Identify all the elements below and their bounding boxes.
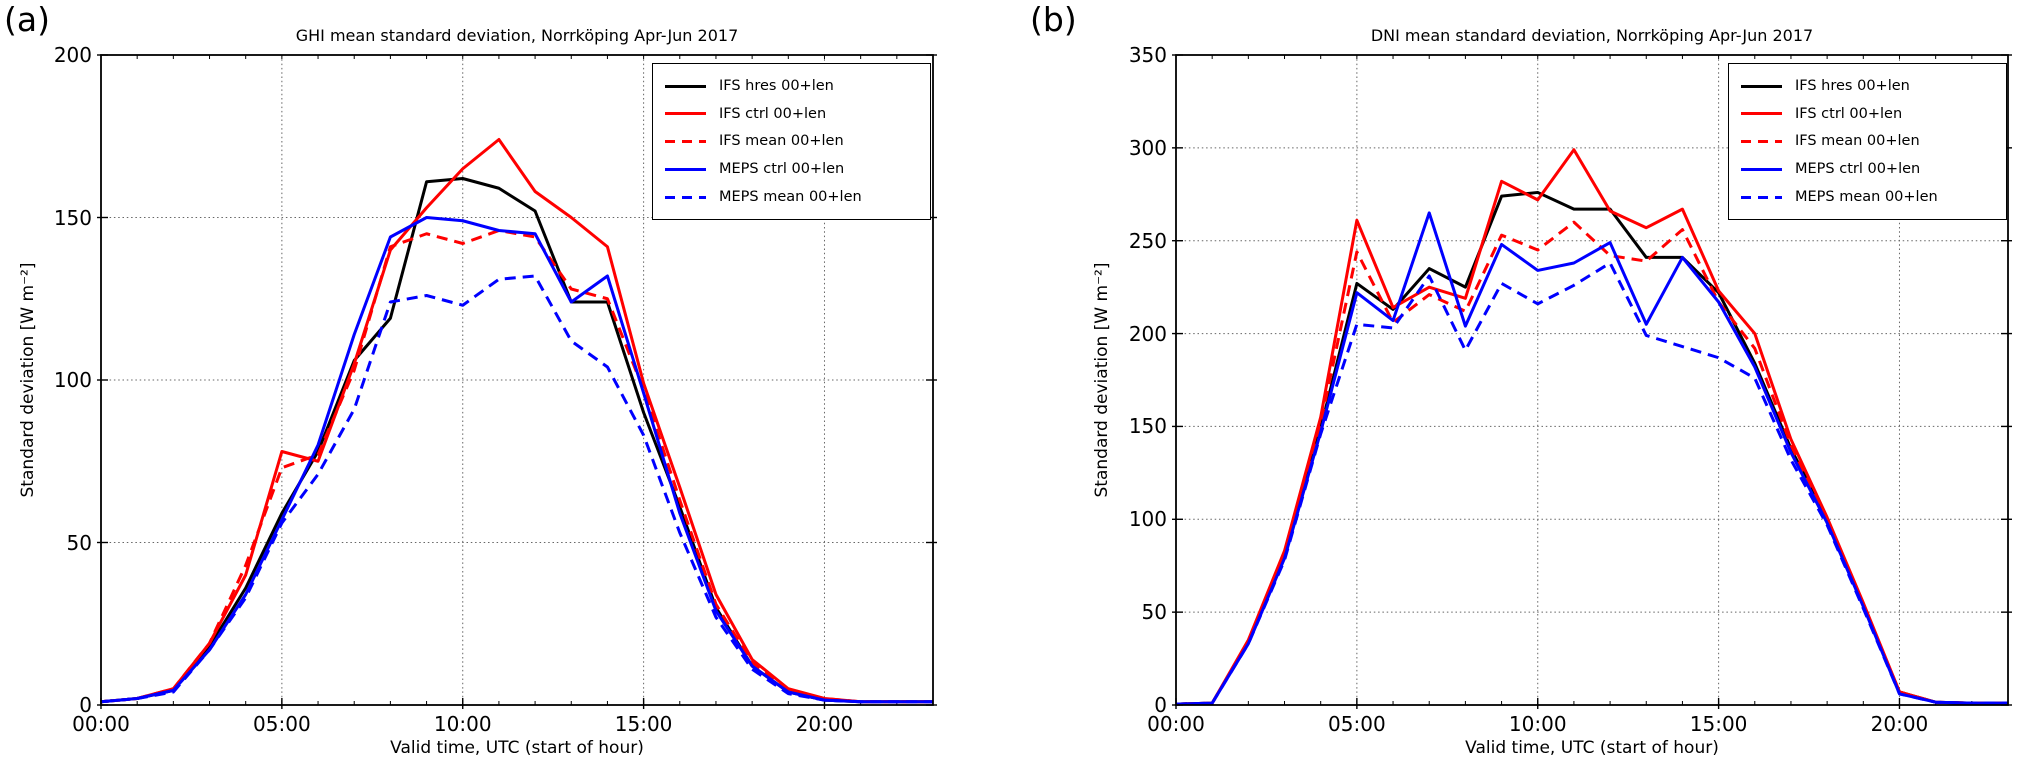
series-line-ifs-mean-00-len xyxy=(100,229,933,704)
axes-frame xyxy=(1175,54,2009,706)
series-line-ifs-ctrl-00-len xyxy=(100,138,933,704)
legend-label: IFS ctrl 00+len xyxy=(1795,105,1903,122)
legend-line-sample xyxy=(665,140,706,143)
x-tick-label: 20:00 xyxy=(1870,712,1929,736)
y-tick-label: 200 xyxy=(1128,321,1167,346)
y-tick-label: 350 xyxy=(1128,43,1167,67)
series-line-meps-mean-00-len xyxy=(1175,261,2008,706)
series-line-ifs-hres-00-len xyxy=(1175,190,2008,706)
legend-label: IFS hres 00+len xyxy=(719,77,834,94)
legend-item-ifs-ctrl-00-len: IFS ctrl 00+len xyxy=(665,103,918,125)
series-line-ifs-mean-00-len xyxy=(1175,220,2008,706)
y-tick-label: 0 xyxy=(79,693,92,717)
legend-item-ifs-ctrl-00-len: IFS ctrl 00+len xyxy=(1741,103,1994,125)
legend-item-ifs-mean-00-len: IFS mean 00+len xyxy=(665,131,918,153)
y-tick-label: 150 xyxy=(53,205,92,230)
axes-frame xyxy=(100,54,934,706)
series-line-meps-ctrl-00-len xyxy=(1175,211,2008,706)
legend-item-ifs-mean-00-len: IFS mean 00+len xyxy=(1741,131,1994,153)
legend-label: IFS ctrl 00+len xyxy=(719,105,827,122)
x-tick-label: 15:00 xyxy=(1689,712,1748,736)
legend-line-sample xyxy=(1741,140,1782,143)
x-tick-label: 05:00 xyxy=(1328,712,1386,736)
y-tick-label: 250 xyxy=(1128,228,1167,253)
x-tick-label: 00:00 xyxy=(1147,712,1205,736)
legend-line-sample xyxy=(665,84,706,88)
chart-b-legend: IFS hres 00+len IFS ctrl 00+len IFS mean 0… xyxy=(1728,63,2007,220)
y-tick-label: 50 xyxy=(66,530,92,555)
legend-item-meps-ctrl-00-len: MEPS ctrl 00+len xyxy=(665,158,918,180)
chart-b-xaxis-label: Valid time, UTC (start of hour) xyxy=(1465,738,1719,758)
legend-item-meps-mean-00-len: MEPS mean 00+len xyxy=(665,186,918,208)
series-line-meps-mean-00-len xyxy=(100,274,933,704)
x-tick-label: 00:00 xyxy=(72,712,130,736)
legend-item-ifs-hres-00-len: IFS hres 00+len xyxy=(665,75,918,97)
x-tick-label: 05:00 xyxy=(253,712,311,736)
legend-line-sample xyxy=(665,195,706,199)
legend-line-sample xyxy=(665,112,706,116)
legend-line-sample xyxy=(1741,112,1782,116)
legend-line-sample xyxy=(1741,167,1782,171)
y-tick-label: 100 xyxy=(1128,507,1167,532)
legend-item-ifs-hres-00-len: IFS hres 00+len xyxy=(1741,75,1994,97)
legend-item-meps-mean-00-len: MEPS mean 00+len xyxy=(1741,186,1994,208)
legend-line-sample xyxy=(1741,195,1782,199)
y-tick-label: 300 xyxy=(1128,135,1167,160)
legend-line-sample xyxy=(665,167,706,171)
legend-item-meps-ctrl-00-len: MEPS ctrl 00+len xyxy=(1741,158,1994,180)
chart-b-title: DNI mean standard deviation, Norrköping … xyxy=(1370,26,1814,45)
y-tick-label: 0 xyxy=(1154,693,1167,717)
y-tick-label: 100 xyxy=(53,368,92,392)
series-line-meps-ctrl-00-len xyxy=(100,216,933,704)
x-tick-label: 20:00 xyxy=(795,712,854,736)
y-tick-label: 200 xyxy=(53,43,92,67)
chart-a-xaxis-label: Valid time, UTC (start of hour) xyxy=(390,738,644,758)
panel-a-label: (a) xyxy=(4,0,50,39)
legend-line-sample xyxy=(1741,84,1782,88)
x-tick-label: 15:00 xyxy=(614,712,673,736)
panel-b-label: (b) xyxy=(1030,0,1077,39)
x-tick-label: 10:00 xyxy=(433,712,492,736)
legend-label: MEPS ctrl 00+len xyxy=(1795,161,1921,177)
y-tick-label: 50 xyxy=(1141,600,1167,625)
legend-label: MEPS mean 00+len xyxy=(1795,188,1938,205)
legend-label: IFS hres 00+len xyxy=(1795,77,1910,94)
chart-a-title: GHI mean standard deviation, Norrköping … xyxy=(295,26,739,45)
chart-a-legend: IFS hres 00+len IFS ctrl 00+len IFS mean 0… xyxy=(652,63,931,220)
legend-label: IFS mean 00+len xyxy=(1795,133,1920,150)
legend-label: IFS mean 00+len xyxy=(719,133,844,150)
x-tick-label: 10:00 xyxy=(1508,712,1567,736)
legend-label: MEPS ctrl 00+len xyxy=(719,161,845,177)
legend-label: MEPS mean 00+len xyxy=(719,188,862,205)
y-tick-label: 150 xyxy=(1128,414,1167,439)
